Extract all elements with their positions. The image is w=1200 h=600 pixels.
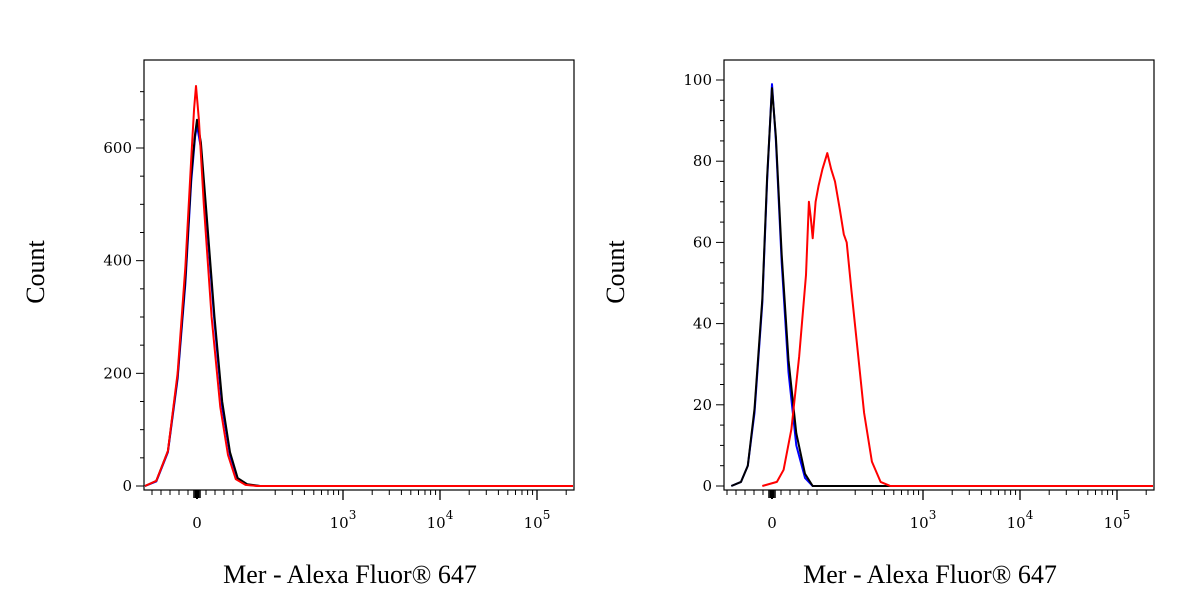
histogram-series-2: [762, 152, 1153, 487]
y-tick-label: 200: [103, 364, 132, 382]
plot-frame: [143, 59, 575, 491]
histogram-panel-right: 0 20 40 60 80 100 0 103 104 105 Mer - Alexa Fluo…: [601, 59, 1155, 589]
x-axis-ticks: 0 103 104 105: [151, 490, 567, 532]
histogram-panel-left: 0 200 400 600 0 103 104 105 Mer - Alexa Fluor®…: [21, 59, 575, 589]
y-tick-label: 0: [702, 477, 712, 495]
histogram-series-1: [730, 87, 1153, 487]
y-tick-label: 0: [122, 477, 132, 495]
y-axis-ticks: 0 200 400 600: [103, 91, 144, 495]
x-tick-label: 0: [767, 514, 777, 532]
x-tick-label: 104: [1007, 508, 1034, 532]
y-tick-label: 40: [693, 315, 712, 333]
histogram-series-2: [144, 85, 573, 487]
histogram-series-1: [144, 118, 573, 487]
y-tick-label: 60: [693, 233, 712, 251]
y-tick-label: 100: [683, 71, 712, 89]
x-axis-title: Mer - Alexa Fluor® 647: [803, 560, 1057, 589]
y-tick-label: 600: [103, 139, 132, 157]
y-tick-label: 20: [693, 396, 712, 414]
x-tick-label: 103: [910, 508, 937, 532]
y-axis-title: Count: [21, 239, 50, 303]
x-tick-label: 105: [1104, 508, 1131, 532]
x-axis-ticks: 0 103 104 105: [726, 490, 1147, 532]
x-tick-label: 103: [330, 508, 357, 532]
y-tick-label: 80: [693, 152, 712, 170]
plot-frame: [723, 59, 1155, 491]
y-axis-ticks: 0 20 40 60 80 100: [683, 71, 724, 495]
x-tick-label: 105: [524, 508, 551, 532]
x-axis-title: Mer - Alexa Fluor® 647: [223, 560, 477, 589]
series-layer: [730, 83, 1153, 487]
y-tick-label: 400: [103, 252, 132, 270]
y-axis-title: Count: [601, 239, 630, 303]
x-tick-label: 0: [192, 514, 202, 532]
x-tick-label: 104: [427, 508, 454, 532]
series-layer: [144, 85, 573, 487]
histogram-series-0: [144, 124, 573, 487]
